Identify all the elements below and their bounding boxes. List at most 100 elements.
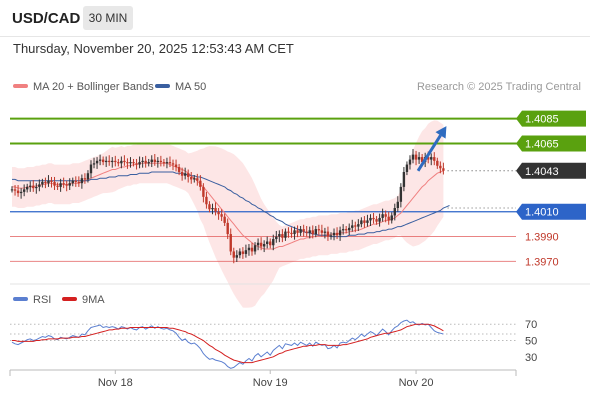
candle-body <box>83 178 87 180</box>
candle-body <box>38 184 41 187</box>
resistance-label-box <box>516 110 586 127</box>
minor-support-label: 1.3970 <box>525 256 559 268</box>
symbol-title: USD/CAD <box>12 10 81 27</box>
candle-body <box>159 160 163 163</box>
candle-body <box>53 181 56 186</box>
candle-body <box>311 230 314 235</box>
x-axis-labels: Nov 18 Nov 19 Nov 20 <box>98 370 433 389</box>
candle-body <box>35 186 38 189</box>
candle-body <box>308 230 311 233</box>
candle-body <box>16 190 20 194</box>
candle-body <box>111 160 114 163</box>
bollinger-band <box>12 120 444 308</box>
rsi-tick-label: 50 <box>525 336 537 348</box>
bollinger-band-layer <box>12 120 444 308</box>
candle-body <box>89 164 93 174</box>
candle-body <box>44 181 47 184</box>
candle-body <box>369 217 372 221</box>
candle-body <box>208 204 211 210</box>
candle-body <box>272 239 275 246</box>
rsi-panel: 70 50 30 <box>10 319 537 369</box>
resistance-label-box <box>516 135 586 152</box>
candle-body <box>214 208 217 212</box>
candle-body <box>296 230 299 233</box>
candle-body <box>235 255 239 258</box>
candle-body <box>187 173 190 177</box>
candle-body <box>430 157 433 160</box>
candle-body <box>408 159 412 165</box>
current-price-label: 1.4043 <box>525 166 559 178</box>
candle-body <box>65 184 68 186</box>
legend-ma50-label: MA 50 <box>175 81 206 93</box>
candle-body <box>238 251 242 256</box>
candle-body <box>92 163 96 165</box>
candle-body <box>132 162 135 164</box>
candle-body <box>417 157 421 160</box>
candle-body <box>129 162 132 164</box>
candle-body <box>144 160 147 164</box>
candle-body <box>411 154 415 160</box>
copyright-text: Research © 2025 Trading Central <box>417 81 581 93</box>
candle-body <box>217 211 220 215</box>
candle-body <box>41 181 44 185</box>
candle-body <box>354 225 357 227</box>
candle-body <box>241 251 245 254</box>
candle-body <box>317 229 321 231</box>
candle-body <box>341 229 345 231</box>
candle-body <box>290 232 293 235</box>
candle-body <box>25 186 29 190</box>
minor-support-label: 1.3990 <box>525 232 559 244</box>
candle-body <box>162 162 166 164</box>
candle-body <box>348 227 351 231</box>
candle-body <box>141 160 144 163</box>
candle-body <box>323 231 327 233</box>
candle-body <box>357 224 360 227</box>
candle-body <box>147 162 150 164</box>
candle-body <box>269 241 272 246</box>
projection-arrow-shaft <box>416 134 442 172</box>
candle-body <box>320 230 324 233</box>
current-price-label-box <box>516 162 586 179</box>
candle-body <box>229 234 232 252</box>
candle-body <box>174 164 178 168</box>
candle-body <box>287 231 290 233</box>
candle-body <box>13 189 17 191</box>
candle-body <box>180 172 184 176</box>
candle-body <box>22 189 26 192</box>
candle-body <box>120 160 123 164</box>
candle-body <box>284 231 287 238</box>
candle-body <box>232 251 235 258</box>
timeframe-badge[interactable]: 30 MIN <box>83 6 133 30</box>
candle-body <box>420 157 424 163</box>
candle-body <box>332 232 336 236</box>
candle-body <box>183 173 187 176</box>
candle-body <box>265 241 269 244</box>
candle-body <box>351 225 354 228</box>
candle-body <box>293 230 296 235</box>
candle-body <box>244 250 248 254</box>
candle-body <box>363 220 366 223</box>
candle-body <box>433 157 436 161</box>
candle-body <box>156 160 160 163</box>
candle-body <box>177 167 181 172</box>
resistance-label: 1.4065 <box>525 138 559 150</box>
candle-body <box>326 231 330 237</box>
candle-body <box>56 185 59 187</box>
candle-body <box>135 163 138 165</box>
candle-body <box>436 160 439 166</box>
x-axis-tick-label: Nov 18 <box>98 377 133 389</box>
candle-body <box>10 189 14 191</box>
candle-body <box>211 208 214 210</box>
header-divider <box>0 36 590 37</box>
candle-body <box>202 186 205 197</box>
candle-body <box>68 183 71 186</box>
candle-body <box>278 234 281 237</box>
candle-body <box>190 176 193 180</box>
candle-body <box>19 191 23 194</box>
candle-body <box>439 165 442 169</box>
candle-body <box>305 231 308 233</box>
candle-body <box>171 163 175 165</box>
candle-body <box>378 217 381 222</box>
chart-header: USD/CAD 30 MIN <box>0 0 590 36</box>
